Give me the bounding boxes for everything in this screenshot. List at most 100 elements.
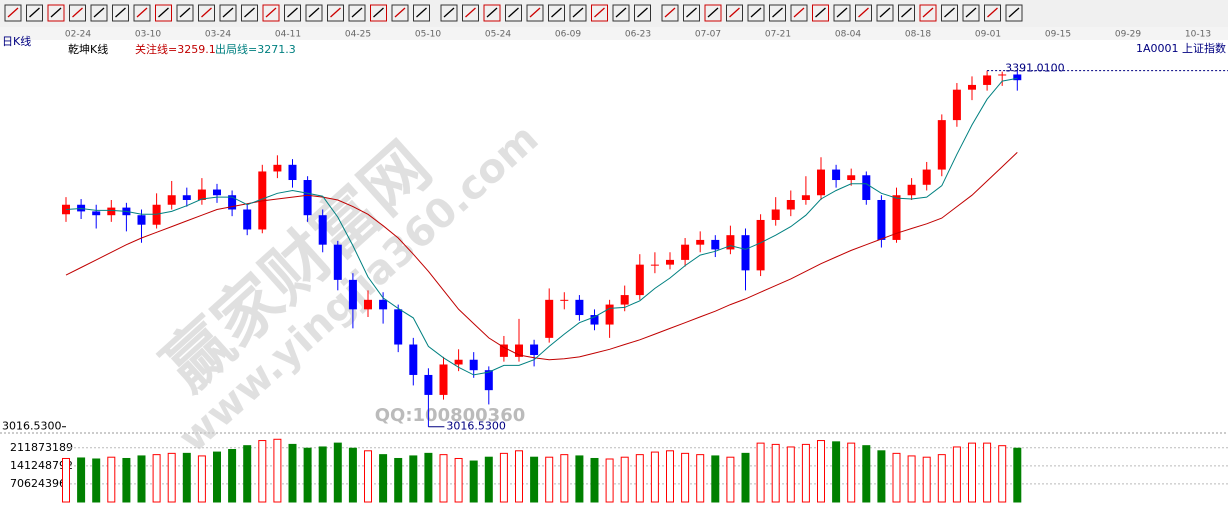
toolbar-icon[interactable]	[661, 4, 679, 22]
icon-frame	[812, 4, 829, 22]
toolbar-icon[interactable]	[726, 4, 743, 22]
toolbar-icon[interactable]	[569, 4, 587, 22]
toolbar-icon[interactable]	[90, 4, 108, 22]
x-tick-label: 02-24	[65, 30, 91, 40]
toolbar-icon[interactable]	[855, 4, 872, 22]
toolbar-icon[interactable]	[941, 4, 958, 22]
toolbar-icon[interactable]	[962, 4, 980, 22]
candle-body	[862, 175, 871, 200]
toolbar-icon[interactable]	[370, 4, 387, 22]
toolbar-icon[interactable]	[4, 4, 22, 22]
candle-body	[364, 299, 372, 310]
toolbar-icon[interactable]	[262, 4, 280, 22]
volume-bar	[877, 450, 886, 503]
volume-bar	[1013, 447, 1022, 503]
toolbar-icon[interactable]	[219, 4, 237, 22]
volume-bar	[545, 456, 554, 503]
icon-frame	[69, 4, 86, 22]
volume-bar	[182, 452, 191, 503]
toolbar-icon[interactable]	[133, 4, 151, 22]
icon-stroke	[179, 7, 191, 18]
toolbar-icon[interactable]	[305, 4, 323, 22]
candle-body	[877, 199, 886, 240]
candle-body	[197, 189, 206, 200]
volume-bar	[575, 455, 584, 503]
toolbar-icon[interactable]	[812, 4, 829, 22]
volume-bar	[862, 445, 871, 503]
date-strip	[0, 27, 1228, 40]
candle-body	[167, 195, 176, 205]
toolbar-icon[interactable]	[155, 4, 172, 22]
toolbar-icon[interactable]	[790, 4, 808, 22]
candle-body	[756, 219, 765, 271]
volume-bar	[379, 454, 388, 503]
toolbar-icon[interactable]	[47, 4, 65, 22]
toolbar-icon[interactable]	[26, 4, 43, 22]
toolbar-icon[interactable]	[683, 4, 700, 22]
toolbar-icon[interactable]	[704, 4, 722, 22]
volume-bar	[243, 445, 252, 503]
toolbar-icon[interactable]	[69, 4, 86, 22]
toolbar-icon[interactable]	[769, 4, 786, 22]
toolbar-icon[interactable]	[391, 4, 409, 22]
icon-frame	[704, 4, 722, 22]
icon-stroke	[72, 7, 83, 18]
toolbar-icon[interactable]	[591, 4, 608, 22]
toolbar-icon[interactable]	[898, 4, 915, 22]
icon-frame	[305, 4, 323, 22]
candle-body	[530, 344, 539, 355]
icon-frame	[591, 4, 608, 22]
icon-stroke	[637, 7, 648, 18]
toolbar-icon[interactable]	[634, 4, 651, 22]
annotation-label: 3391.0100	[1005, 62, 1065, 75]
volume-bar	[409, 455, 418, 503]
icon-stroke	[815, 7, 826, 18]
volume-bar	[605, 458, 614, 503]
toolbar-icon[interactable]	[548, 4, 565, 22]
toolbar-icon[interactable]	[462, 4, 479, 22]
icon-frame	[462, 4, 479, 22]
toolbar-icon[interactable]	[919, 4, 937, 22]
toolbar-icon[interactable]	[176, 4, 194, 22]
volume-tick-label: 70624396	[10, 477, 66, 490]
x-tick-label: 09-15	[1045, 30, 1071, 40]
icon-stroke	[287, 7, 298, 18]
toolbar-icon[interactable]	[483, 4, 501, 22]
candle-body	[424, 374, 433, 395]
toolbar-icon[interactable]	[348, 4, 366, 22]
icon-stroke	[29, 7, 40, 18]
x-tick-label: 08-18	[905, 30, 931, 40]
toolbar-icon[interactable]	[876, 4, 894, 22]
volume-bar	[726, 456, 735, 503]
toolbar-icon[interactable]	[327, 4, 344, 22]
toolbar-icon[interactable]	[526, 4, 544, 22]
toolbar-icon[interactable]	[284, 4, 301, 22]
toolbar-icon[interactable]	[747, 4, 765, 22]
volume-bar	[666, 450, 674, 503]
candle-body	[499, 344, 508, 357]
candle-body	[771, 209, 780, 220]
candle-body	[666, 259, 674, 265]
candle-body	[968, 84, 976, 90]
toolbar-icon[interactable]	[440, 4, 458, 22]
period-label: 日K线	[2, 34, 31, 48]
toolbar-icon[interactable]	[413, 4, 430, 22]
x-tick-label: 07-21	[765, 30, 791, 40]
toolbar-icon[interactable]	[198, 4, 215, 22]
icon-stroke	[551, 7, 562, 18]
toolbar-icon[interactable]	[612, 4, 630, 22]
icon-stroke	[201, 7, 212, 18]
toolbar-icon[interactable]	[1005, 4, 1023, 22]
toolbar-icon[interactable]	[984, 4, 1001, 22]
candle-body	[454, 359, 463, 365]
icon-frame	[198, 4, 215, 22]
toolbar-icon[interactable]	[241, 4, 258, 22]
toolbar-icon[interactable]	[505, 4, 522, 22]
toolbar-icon[interactable]	[112, 4, 129, 22]
candle-body	[726, 235, 735, 250]
icon-stroke	[136, 7, 148, 18]
toolbar-icon[interactable]	[833, 4, 851, 22]
icon-frame	[284, 4, 301, 22]
candle-body	[469, 359, 478, 371]
